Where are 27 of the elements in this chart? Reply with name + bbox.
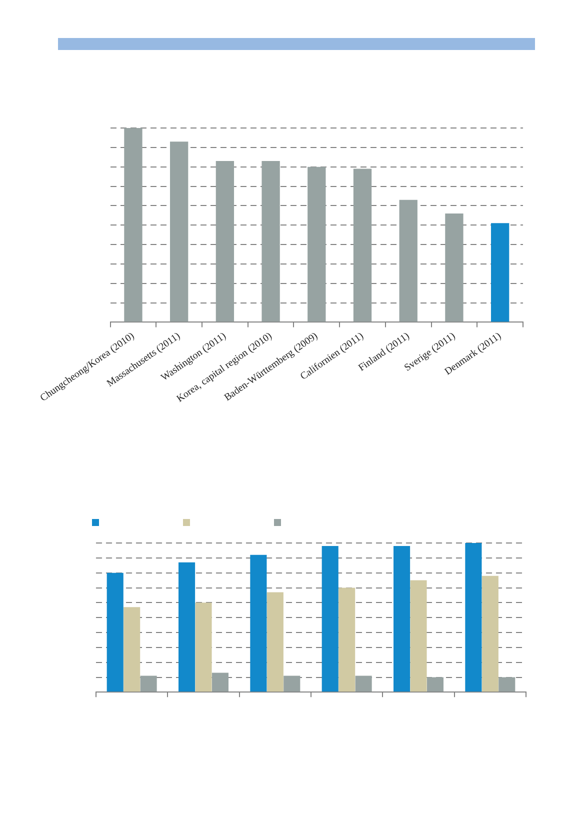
bar [178,562,196,692]
bar [482,576,498,692]
bar [355,676,372,692]
bar [140,676,157,692]
bar [262,161,280,322]
bar [308,166,326,322]
bar [426,677,444,692]
bar [284,676,300,692]
bar [498,677,516,692]
bar [106,572,124,692]
bar [216,161,234,322]
bar [445,213,464,322]
bar [322,546,338,692]
bar [399,200,418,322]
bar [124,607,140,692]
bar [353,168,372,322]
bar [410,580,427,692]
bar [338,588,356,692]
bar [195,602,212,692]
bar [490,223,510,322]
bar [394,546,410,692]
bar [170,142,188,322]
bar [124,128,142,322]
bar [212,672,228,692]
bar [250,554,267,692]
bar [465,543,482,692]
bar [266,592,284,692]
